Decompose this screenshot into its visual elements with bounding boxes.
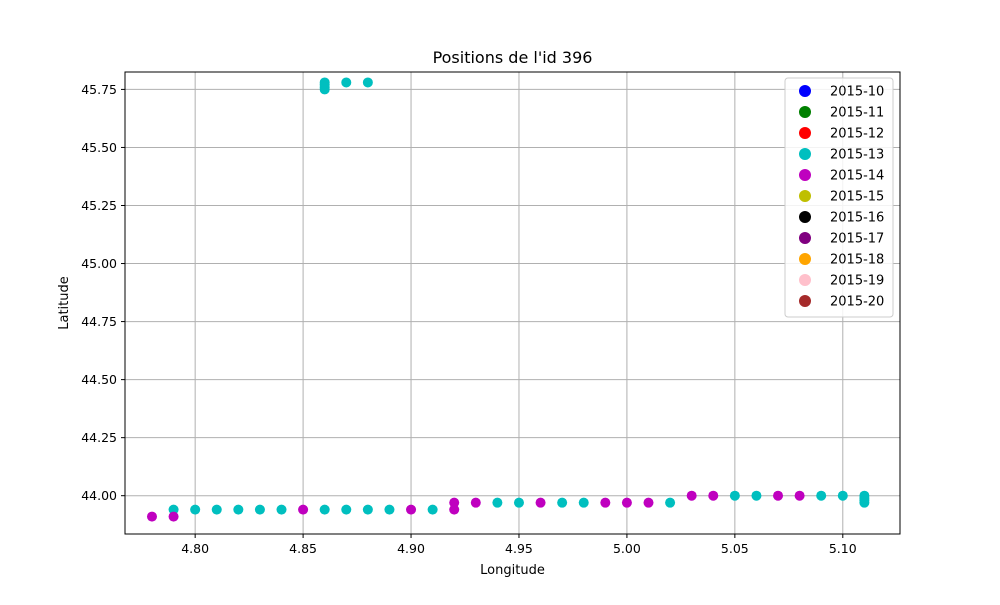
data-point-series-4 [643, 497, 654, 508]
y-tick-label: 44.50 [81, 372, 117, 387]
legend-marker [799, 232, 811, 244]
legend-marker [799, 169, 811, 181]
y-axis-label: Latitude [57, 276, 72, 330]
data-point-series-3 [362, 504, 373, 515]
data-point-series-3 [859, 497, 870, 508]
data-point-series-3 [319, 77, 330, 88]
legend-marker [799, 274, 811, 286]
legend-marker [799, 85, 811, 97]
legend-label: 2015-14 [830, 169, 884, 184]
legend-marker [799, 127, 811, 139]
data-point-series-3 [254, 504, 265, 515]
data-point-series-3 [751, 490, 762, 501]
data-point-series-3 [816, 490, 827, 501]
legend-marker [799, 211, 811, 223]
chart-title: Positions de l'id 396 [433, 48, 593, 67]
data-point-series-3 [341, 504, 352, 515]
data-point-series-3 [190, 504, 201, 515]
data-point-series-4 [535, 497, 546, 508]
data-point-series-4 [406, 504, 417, 515]
data-point-series-4 [773, 490, 784, 501]
x-tick-label: 5.10 [829, 541, 857, 556]
data-point-series-4 [708, 490, 719, 501]
legend-label: 2015-20 [830, 295, 884, 310]
legend-marker [799, 253, 811, 265]
legend-box [784, 77, 894, 318]
x-tick-label: 4.80 [181, 541, 209, 556]
y-tick-label: 45.50 [81, 140, 117, 155]
legend-label: 2015-11 [830, 106, 884, 121]
data-point-series-4 [168, 511, 179, 522]
data-point-series-3 [837, 490, 848, 501]
data-point-series-4 [298, 504, 309, 515]
y-tick-label: 44.25 [81, 430, 117, 445]
data-point-series-3 [384, 504, 395, 515]
legend-label: 2015-15 [830, 190, 884, 205]
legend-marker [799, 148, 811, 160]
data-point-series-3 [341, 77, 352, 88]
data-point-series-3 [319, 504, 330, 515]
axis-ticks: 4.80 4.85 4.90 4.95 5.00 5.05 5.10 44.00 44.25 44… [81, 82, 857, 556]
legend-marker [799, 190, 811, 202]
grid [125, 72, 900, 534]
data-point-series-4 [146, 511, 157, 522]
legend-marker [799, 106, 811, 118]
plot-frame [124, 71, 901, 535]
data-point-series-3 [492, 497, 503, 508]
legend-label: 2015-16 [830, 211, 884, 226]
data-point-series-3 [362, 77, 373, 88]
data-point-series-3 [168, 504, 179, 515]
x-tick-label: 5.05 [721, 541, 749, 556]
legend-label: 2015-18 [830, 253, 884, 268]
data-point-series-3 [729, 490, 740, 501]
x-axis-label: Longitude [480, 563, 545, 578]
data-point-series-4 [686, 490, 697, 501]
data-point-series-3 [578, 497, 589, 508]
legend-label: 2015-13 [830, 148, 884, 163]
legend-label: 2015-17 [830, 232, 884, 247]
data-point-series-3 [211, 504, 222, 515]
x-tick-label: 4.85 [289, 541, 317, 556]
y-tick-label: 45.25 [81, 198, 117, 213]
data-point-series-4 [621, 497, 632, 508]
data-point-series-3 [276, 504, 287, 515]
data-point-series-4 [600, 497, 611, 508]
data-point-series-3 [233, 504, 244, 515]
y-tick-label: 44.75 [81, 314, 117, 329]
y-tick-label: 45.00 [81, 256, 117, 271]
x-tick-label: 4.90 [397, 541, 425, 556]
legend-label: 2015-10 [830, 85, 884, 100]
legend-label: 2015-19 [830, 274, 884, 289]
data-points [146, 77, 870, 522]
y-tick-label: 44.00 [81, 488, 117, 503]
data-point-series-3 [513, 497, 524, 508]
legend: 2015-10 2015-11 2015-12 2015-13 2015-14 2015-… [784, 77, 894, 318]
data-point-series-3 [557, 497, 568, 508]
legend-label: 2015-12 [830, 127, 884, 142]
data-point-series-4 [470, 497, 481, 508]
data-point-series-4 [449, 497, 460, 508]
data-point-series-4 [449, 504, 460, 515]
x-tick-label: 4.95 [505, 541, 533, 556]
data-point-series-3 [665, 497, 676, 508]
data-point-series-3 [427, 504, 438, 515]
x-tick-label: 5.00 [613, 541, 641, 556]
legend-marker [799, 295, 811, 307]
data-point-series-4 [794, 490, 805, 501]
y-tick-label: 45.75 [81, 82, 117, 97]
